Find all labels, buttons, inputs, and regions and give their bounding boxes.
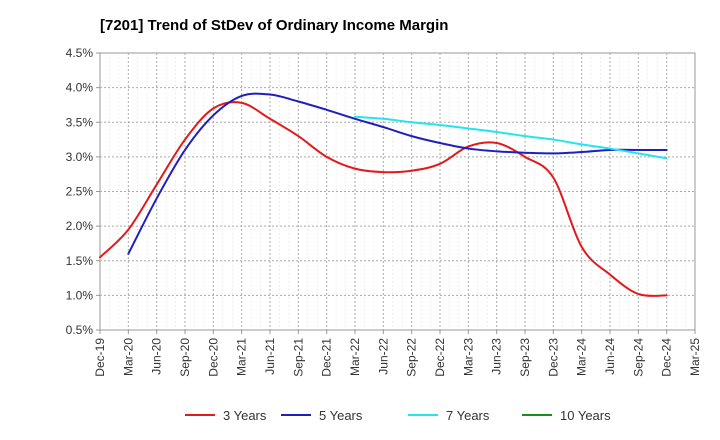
x-tick-label: Dec-23: [546, 338, 560, 377]
x-tick-label: Dec-20: [206, 338, 220, 377]
y-tick-label: 1.5%: [66, 254, 94, 268]
x-tick-label: Jun-22: [376, 338, 390, 375]
legend-label-5-years: 5 Years: [319, 408, 363, 423]
y-tick-label: 0.5%: [66, 323, 94, 337]
x-tick-label: Dec-19: [93, 338, 107, 377]
legend-label-7-years: 7 Years: [446, 408, 490, 423]
y-tick-label: 3.0%: [66, 150, 94, 164]
x-tick-label: Dec-24: [660, 338, 674, 377]
x-tick-label: Sep-22: [405, 338, 419, 377]
y-tick-label: 4.5%: [66, 46, 94, 60]
series-line-5-years: [127, 92, 668, 255]
x-tick-label: Mar-22: [348, 338, 362, 376]
y-tick-label: 2.0%: [66, 219, 94, 233]
y-axis: 0.5% 1.0% 1.5% 2.0% 2.5% 3.0% 3.5% 4.0% 4.5%: [66, 46, 100, 337]
x-tick-label: Sep-23: [518, 338, 532, 377]
series-layer: [99, 92, 668, 297]
plot-area: [99, 52, 696, 331]
x-tick-label: Jun-23: [490, 338, 504, 375]
chart-title: [7201] Trend of StDev of Ordinary Income…: [100, 17, 448, 34]
x-tick-label: Mar-24: [575, 338, 589, 376]
y-tick-label: 3.5%: [66, 115, 94, 129]
y-tick-label: 2.5%: [66, 185, 94, 199]
x-tick-label: Jun-24: [603, 338, 617, 375]
x-axis: Dec-19 Mar-20 Jun-20 Sep-20 Dec-20 Mar-21 Jun-…: [93, 330, 702, 377]
x-tick-label: Mar-21: [235, 338, 249, 376]
x-tick-label: Jun-20: [150, 338, 164, 375]
legend: 3 Years 5 Years 7 Years 10 Years: [185, 408, 611, 423]
x-tick-label: Mar-20: [121, 338, 135, 376]
grid: [100, 53, 695, 330]
legend-label-3-years: 3 Years: [223, 408, 267, 423]
series-line-3-years: [99, 101, 668, 297]
x-tick-label: Dec-21: [320, 338, 334, 377]
legend-label-10-years: 10 Years: [560, 408, 611, 423]
x-tick-label: Sep-21: [291, 338, 305, 377]
y-tick-label: 4.0%: [66, 81, 94, 95]
x-tick-label: Sep-20: [178, 338, 192, 377]
x-tick-label: Jun-21: [263, 338, 277, 375]
x-tick-label: Sep-24: [631, 338, 645, 377]
x-tick-label: Mar-23: [461, 338, 475, 376]
x-tick-label: Mar-25: [688, 338, 702, 376]
series-line-7-years: [354, 115, 668, 160]
y-tick-label: 1.0%: [66, 288, 94, 302]
x-tick-label: Dec-22: [433, 338, 447, 377]
